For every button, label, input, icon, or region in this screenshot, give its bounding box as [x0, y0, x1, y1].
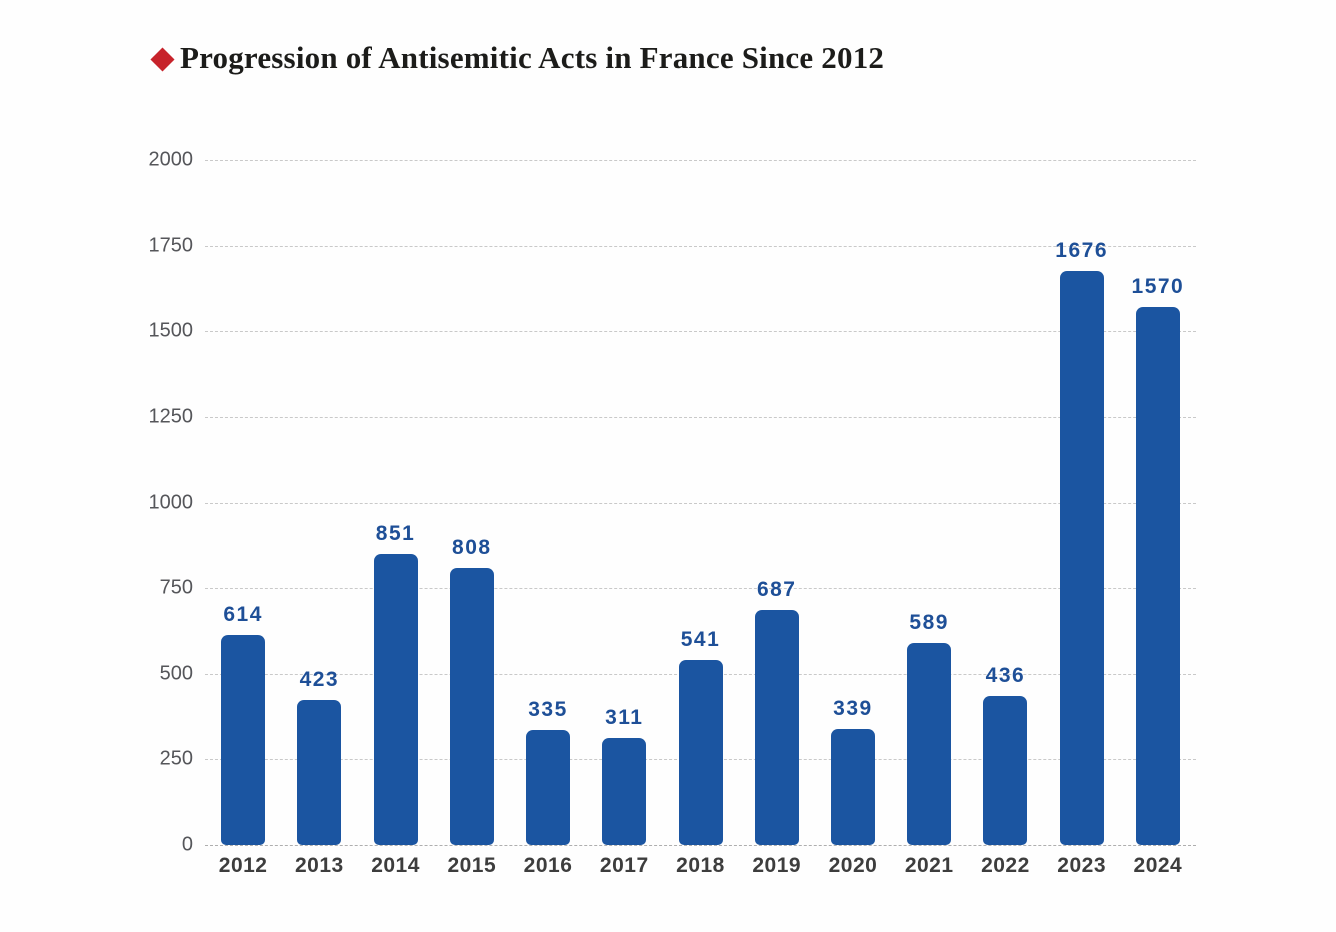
bar-2018: [678, 659, 723, 845]
bar-value-label-2020: 339: [833, 696, 873, 720]
y-axis-tick-label: 250: [159, 747, 193, 770]
gridline-y-1750: [205, 245, 1196, 247]
bar-value-label-2019: 687: [756, 577, 797, 601]
bar-chart-plot-area: 0 250 500 750 1000 1250 1500 1750 2000 614 2012 423…: [149, 149, 1196, 877]
bar-value-label-2023: 1676: [1055, 238, 1108, 262]
y-axis-tick-label: 1750: [148, 234, 194, 257]
gridline-y-1250: [205, 416, 1196, 418]
bar-2016: [526, 730, 571, 845]
gridline-y-1000: [205, 502, 1196, 504]
bar-value-label-2022: 436: [985, 663, 1026, 687]
x-axis-tick-label-2019: 2019: [752, 854, 802, 877]
bar-value-label-2013: 423: [299, 668, 340, 692]
bar-value-label-2016: 335: [528, 698, 568, 722]
x-axis-tick-label-2014: 2014: [371, 854, 420, 877]
x-axis-tick-label-2016: 2016: [523, 854, 573, 877]
bar-2020: [830, 728, 875, 845]
y-axis-tick-label: 750: [159, 576, 193, 599]
bar-value-label-2021: 589: [909, 611, 949, 635]
y-axis-tick-label: 500: [159, 662, 193, 685]
gridline-y-750: [205, 588, 1196, 590]
bar-value-label-2014: 851: [375, 521, 416, 545]
x-axis-tick-label-2017: 2017: [599, 854, 649, 877]
x-axis-tick-label-2018: 2018: [676, 854, 725, 877]
y-axis-tick-label: 2000: [148, 148, 194, 171]
bar-value-label-2024: 1570: [1131, 275, 1185, 299]
bar-2013: [297, 700, 342, 845]
gridline-y-2000: [205, 160, 1196, 161]
y-axis-tick-label: 0: [181, 833, 193, 856]
y-axis-tick-label: 1000: [148, 491, 194, 513]
x-axis-tick-label-2023: 2023: [1057, 854, 1106, 877]
y-axis-tick-label: 1250: [148, 405, 194, 428]
x-axis-tick-label-2012: 2012: [218, 854, 268, 877]
x-axis-tick-label-2024: 2024: [1133, 854, 1183, 877]
bar-value-label-2018: 541: [680, 627, 721, 651]
bar-2015: [449, 568, 494, 845]
bar-2024: [1135, 307, 1180, 845]
y-axis-tick-label: 1500: [148, 319, 194, 342]
bar-2017: [602, 738, 647, 845]
gridline-y-0: [205, 845, 1196, 846]
x-axis-tick-label-2021: 2021: [904, 854, 954, 877]
bar-2022: [983, 695, 1028, 845]
bar-2021: [907, 643, 952, 845]
bar-value-label-2015: 808: [452, 536, 492, 560]
x-axis-tick-label-2022: 2022: [981, 854, 1030, 877]
bar-2012: [221, 634, 266, 845]
bar-2014: [373, 553, 418, 845]
diamond-icon: [150, 46, 175, 72]
bar-value-label-2017: 311: [605, 706, 644, 730]
gridline-y-1500: [205, 331, 1196, 333]
x-axis-tick-label-2020: 2020: [828, 854, 878, 877]
bar-2023: [1059, 270, 1104, 845]
x-axis-tick-label-2015: 2015: [447, 854, 497, 877]
bar-2019: [754, 609, 799, 845]
bar-value-label-2012: 614: [223, 602, 263, 626]
x-axis-tick-label-2013: 2013: [294, 854, 344, 877]
chart-header: Progression of Antisemitic Acts in Franc…: [150, 40, 885, 76]
chart-title: Progression of Antisemitic Acts in Franc…: [180, 40, 885, 75]
